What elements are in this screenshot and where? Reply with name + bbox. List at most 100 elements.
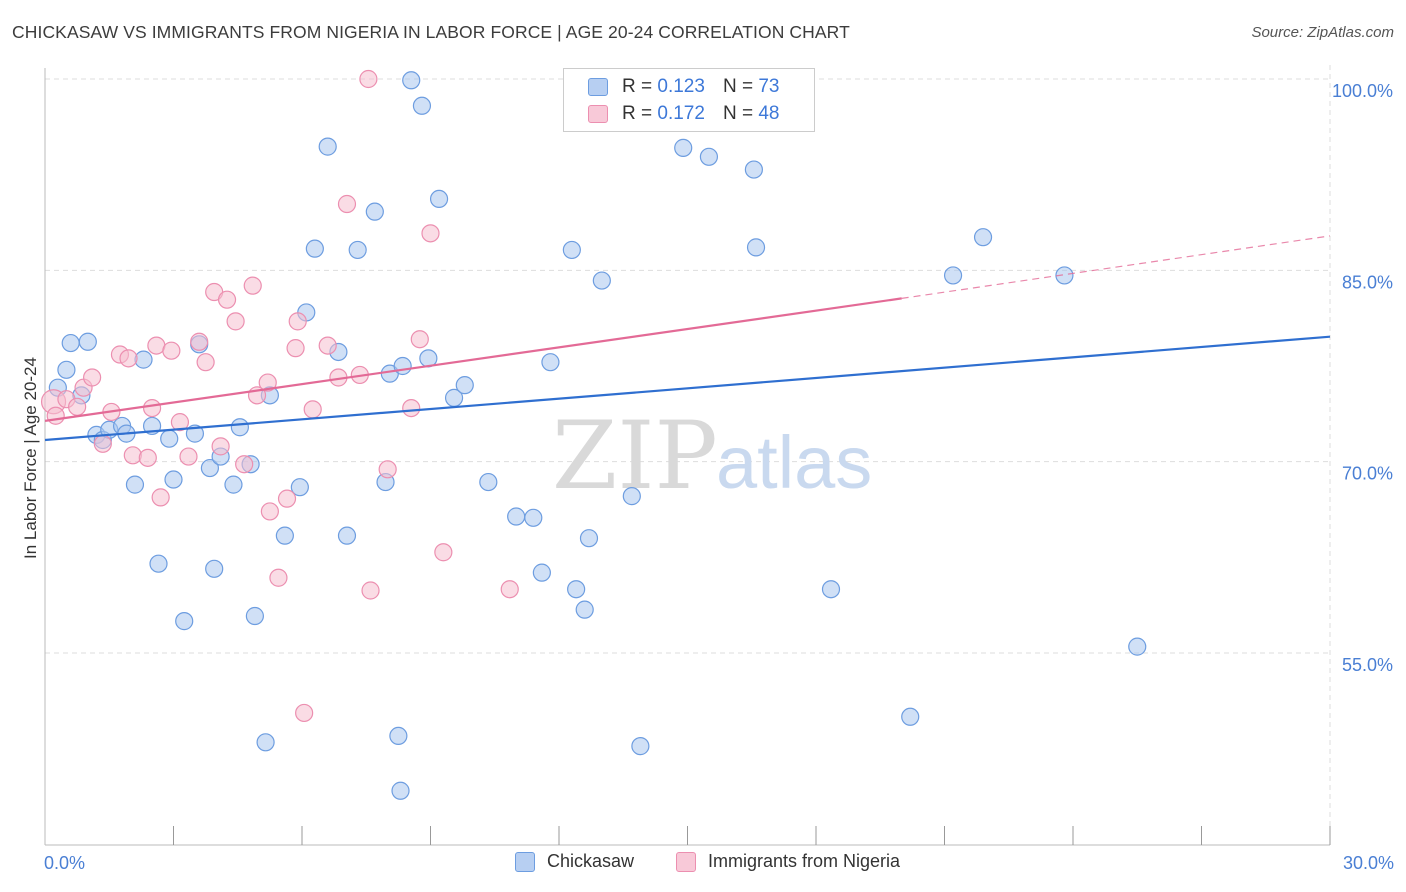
bottom-legend: Chickasaw Immigrants from Nigeria — [0, 851, 1406, 877]
point-nigeria — [260, 502, 279, 521]
legend: R = 0.123 N = 73 R = 0.172 N = 48 — [563, 68, 815, 132]
point-nigeria — [226, 312, 245, 331]
point-chickasaw — [200, 458, 220, 478]
point-nigeria — [359, 69, 378, 89]
point-chickasaw — [532, 563, 551, 582]
point-chickasaw — [901, 707, 920, 726]
point-chickasaw — [479, 472, 498, 492]
legend-swatch-chickasaw — [588, 78, 608, 96]
point-nigeria — [434, 543, 453, 562]
point-nigeria — [179, 447, 198, 466]
point-nigeria — [68, 397, 87, 416]
point-chickasaw — [455, 376, 474, 395]
point-chickasaw — [230, 418, 249, 437]
point-chickasaw — [746, 238, 766, 257]
point-nigeria — [286, 339, 305, 358]
point-chickasaw — [1055, 266, 1074, 285]
x-tick-label: 30.0% — [1343, 853, 1394, 873]
point-nigeria — [277, 489, 297, 508]
point-nigeria — [138, 448, 157, 467]
point-nigeria — [269, 568, 288, 587]
point-nigeria — [190, 332, 209, 351]
point-chickasaw — [256, 733, 275, 752]
axis-layer: 55.0% 70.0% 85.0% 100.0% 0.0% 30.0% — [44, 68, 1394, 873]
legend-r-label: R = — [622, 76, 653, 97]
bottom-legend-label: Chickasaw — [547, 851, 635, 871]
point-nigeria — [142, 398, 162, 418]
y-tick-label: 70.0% — [1342, 464, 1393, 484]
point-chickasaw — [290, 478, 309, 497]
point-chickasaw — [134, 350, 153, 369]
point-nigeria — [123, 446, 142, 465]
point-nigeria — [361, 581, 380, 600]
point-nigeria — [46, 406, 65, 425]
point-nigeria — [170, 413, 190, 432]
legend-n-value: 48 — [758, 103, 780, 124]
point-chickasaw — [562, 240, 581, 260]
y-axis-label: In Labor Force | Age 20-24 — [21, 357, 40, 559]
point-chickasaw — [391, 781, 410, 800]
point-chickasaw — [507, 507, 526, 526]
point-chickasaw — [57, 360, 76, 379]
point-nigeria — [258, 373, 277, 392]
point-chickasaw — [393, 356, 412, 376]
point-nigeria — [337, 194, 357, 214]
point-nigeria — [318, 336, 337, 355]
point-nigeria — [211, 437, 230, 456]
bottom-legend-chickasaw: Chickasaw — [515, 851, 634, 872]
point-chickasaw — [245, 606, 264, 626]
legend-n-label: N = — [722, 76, 754, 97]
point-chickasaw — [348, 240, 367, 260]
point-chickasaw — [175, 612, 194, 631]
trendline-nigeria-extension — [901, 235, 1331, 299]
bottom-legend-swatch-chickasaw — [515, 851, 535, 872]
point-nigeria — [500, 580, 519, 599]
point-nigeria — [421, 224, 440, 243]
point-chickasaw — [305, 239, 324, 258]
trendline-nigeria — [44, 297, 902, 422]
point-nigeria — [243, 276, 262, 295]
y-tick-label: 100.0% — [1332, 81, 1393, 101]
point-nigeria — [217, 290, 237, 309]
point-chickasaw — [160, 429, 179, 448]
point-nigeria — [151, 488, 170, 507]
point-chickasaw — [164, 470, 183, 489]
watermark: ZIP atlas — [552, 402, 872, 511]
point-chickasaw — [318, 137, 337, 156]
point-chickasaw — [337, 526, 357, 545]
point-chickasaw — [524, 508, 543, 527]
point-chickasaw — [567, 580, 586, 599]
point-chickasaw — [541, 353, 560, 372]
legend-swatch-nigeria — [588, 105, 608, 123]
legend-n-label: N = — [722, 103, 754, 124]
point-nigeria — [93, 434, 112, 453]
point-chickasaw — [389, 726, 408, 746]
legend-n-value: 73 — [758, 76, 780, 97]
point-chickasaw — [631, 737, 650, 756]
point-chickasaw — [429, 189, 449, 209]
bottom-legend-nigeria: Immigrants from Nigeria — [676, 851, 900, 872]
point-chickasaw — [592, 271, 611, 290]
legend-r-value: 0.172 — [657, 103, 705, 124]
point-chickasaw — [821, 580, 841, 599]
trend-layer — [44, 235, 1331, 442]
point-chickasaw — [1128, 637, 1147, 656]
point-nigeria — [288, 312, 307, 331]
bottom-legend-label: Immigrants from Nigeria — [708, 851, 901, 871]
point-chickasaw — [622, 487, 641, 506]
trendline-chickasaw — [44, 335, 1331, 442]
point-chickasaw — [125, 475, 145, 494]
point-chickasaw — [365, 202, 384, 221]
point-chickasaw — [579, 529, 599, 548]
point-nigeria — [196, 353, 215, 372]
point-chickasaw — [275, 526, 294, 545]
y-tick-label: 55.0% — [1342, 655, 1393, 675]
point-nigeria — [402, 398, 421, 418]
point-nigeria — [162, 341, 181, 360]
point-nigeria — [119, 349, 138, 368]
point-chickasaw — [149, 554, 168, 573]
legend-r-label: R = — [622, 103, 653, 124]
point-chickasaw — [61, 333, 80, 353]
point-chickasaw — [575, 600, 594, 619]
